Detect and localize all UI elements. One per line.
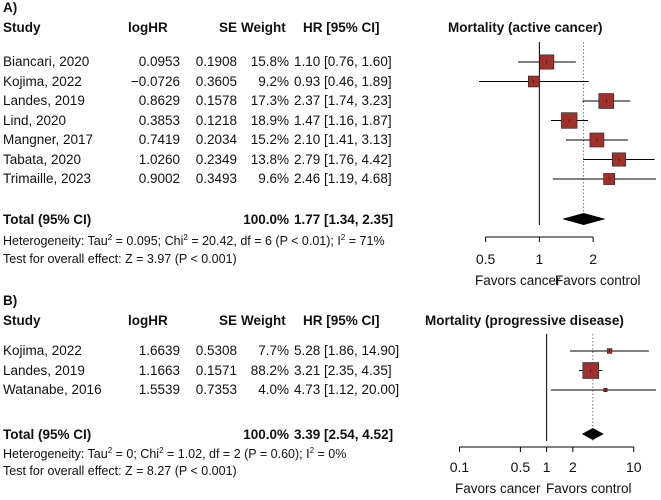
hr-ci-value: 4.73 [1.12, 20.00] (294, 382, 400, 397)
weight-value: 15.2% (250, 132, 289, 147)
loghr-value: 0.8629 (138, 93, 180, 108)
x-tick-label: 10 (626, 459, 642, 475)
se-value: 0.3493 (195, 171, 237, 186)
hr-ci-value: 2.37 [1.74, 3.23] (294, 93, 392, 108)
panel-label-b: B) (3, 293, 18, 308)
col-hr-a: HR [95% CI] (303, 20, 380, 35)
weight-value: 17.3% (250, 93, 289, 108)
favors-right-a: Favors control (555, 273, 641, 288)
se-value: 0.2349 (195, 151, 237, 167)
loghr-value: 0.7419 (138, 132, 180, 147)
hr-ci-value: 1.10 [0.76, 1.60] (294, 54, 392, 69)
study-name: Tabata, 2020 (3, 151, 82, 167)
weight-value: 88.2% (250, 362, 289, 378)
loghr-value: 0.9002 (138, 171, 180, 186)
se-value: 0.3605 (195, 73, 237, 89)
hr-ci-value: 2.79 [1.76, 4.42] (294, 151, 392, 167)
weight-value: 7.7% (258, 343, 289, 358)
se-value: 0.2034 (195, 132, 237, 147)
col-se-a: SE (218, 20, 237, 35)
heterogeneity-a: Heterogeneity: Tau2 = 0.095; Chi2 = 20.4… (3, 233, 385, 249)
loghr-value: 1.5539 (138, 382, 180, 397)
study-name: Lind, 2020 (3, 112, 67, 128)
loghr-value: 0.3853 (138, 112, 180, 128)
hr-ci-value: 1.47 [1.16, 1.87] (294, 112, 392, 128)
weight-value: 15.8% (250, 54, 289, 69)
x-tick-label: 2 (589, 251, 597, 267)
weight-value: 4.0% (258, 382, 289, 397)
hr-ci-value: 5.28 [1.86, 14.90] (294, 343, 400, 358)
study-name: Landes, 2019 (3, 362, 85, 378)
loghr-value: −0.0726 (130, 73, 180, 89)
total-weight-b: 100.0% (243, 427, 289, 442)
weight-value: 18.9% (250, 112, 289, 128)
weight-value: 9.2% (258, 73, 289, 89)
col-weight-b: Weight (241, 313, 286, 328)
pooled-diamond (581, 428, 604, 440)
overall-effect-b: Test for overall effect: Z = 8.27 (P < 0… (3, 464, 237, 478)
study-name: Mangner, 2017 (3, 132, 94, 147)
heterogeneity-b: Heterogeneity: Tau2 = 0; Chi2 = 1.02, df… (3, 446, 347, 462)
loghr-value: 1.6639 (138, 343, 180, 358)
total-label-b: Total (95% CI) (3, 427, 92, 442)
col-loghr-a: logHR (128, 20, 168, 35)
se-value: 0.5308 (195, 343, 237, 358)
col-weight-a: Weight (241, 20, 286, 35)
study-name: Biancari, 2020 (3, 54, 90, 69)
x-tick-label: 0.5 (511, 459, 531, 475)
hr-ci-value: 0.93 [0.46, 1.89] (294, 73, 392, 89)
se-value: 0.1571 (195, 362, 237, 378)
x-tick-label: 0.5 (476, 251, 496, 267)
plot-title-b: Mortality (progressive disease) (425, 313, 624, 328)
study-name: Kojima, 2022 (3, 73, 82, 89)
col-loghr-b: logHR (128, 313, 168, 328)
overall-effect-a: Test for overall effect: Z = 3.97 (P < 0… (3, 252, 237, 266)
total-label-a: Total (95% CI) (3, 212, 92, 227)
favors-right-b: Favors control (546, 481, 632, 496)
col-study-a: Study (3, 20, 41, 35)
total-weight-a: 100.0% (243, 212, 289, 227)
study-name: Kojima, 2022 (3, 343, 82, 358)
col-se-b: SE (218, 313, 237, 328)
plot-title-a: Mortality (active cancer) (448, 20, 603, 35)
loghr-value: 0.0953 (138, 54, 180, 69)
favors-left-b: Favors cancer (455, 481, 541, 496)
x-tick-label: 2 (569, 459, 577, 475)
se-value: 0.1908 (195, 54, 237, 69)
col-hr-b: HR [95% CI] (303, 313, 380, 328)
se-value: 0.7353 (195, 382, 237, 397)
se-value: 0.1578 (195, 93, 237, 108)
study-name: Landes, 2019 (3, 93, 85, 108)
hr-ci-value: 3.21 [2.35, 4.35] (294, 362, 392, 378)
weight-value: 13.8% (250, 151, 289, 167)
hr-ci-value: 2.10 [1.41, 3.13] (294, 132, 392, 147)
loghr-value: 1.1663 (138, 362, 180, 378)
panel-label-a: A) (3, 0, 18, 15)
x-tick-label: 1 (535, 251, 543, 267)
x-tick-label: 1 (543, 459, 551, 475)
hr-ci-value: 2.46 [1.19, 4.68] (294, 171, 392, 186)
col-study-b: Study (3, 313, 41, 328)
loghr-value: 1.0260 (138, 151, 180, 167)
study-name: Watanabe, 2016 (3, 382, 102, 397)
total-hr-a: 1.77 [1.34, 2.35] (294, 212, 394, 227)
study-name: Trimaille, 2023 (3, 171, 92, 186)
se-value: 0.1218 (195, 112, 237, 128)
weight-value: 9.6% (258, 171, 289, 186)
favors-left-a: Favors cancer (475, 273, 561, 288)
pooled-diamond (562, 213, 606, 225)
total-hr-b: 3.39 [2.54, 4.52] (294, 427, 394, 442)
x-tick-label: 0.1 (450, 459, 470, 475)
